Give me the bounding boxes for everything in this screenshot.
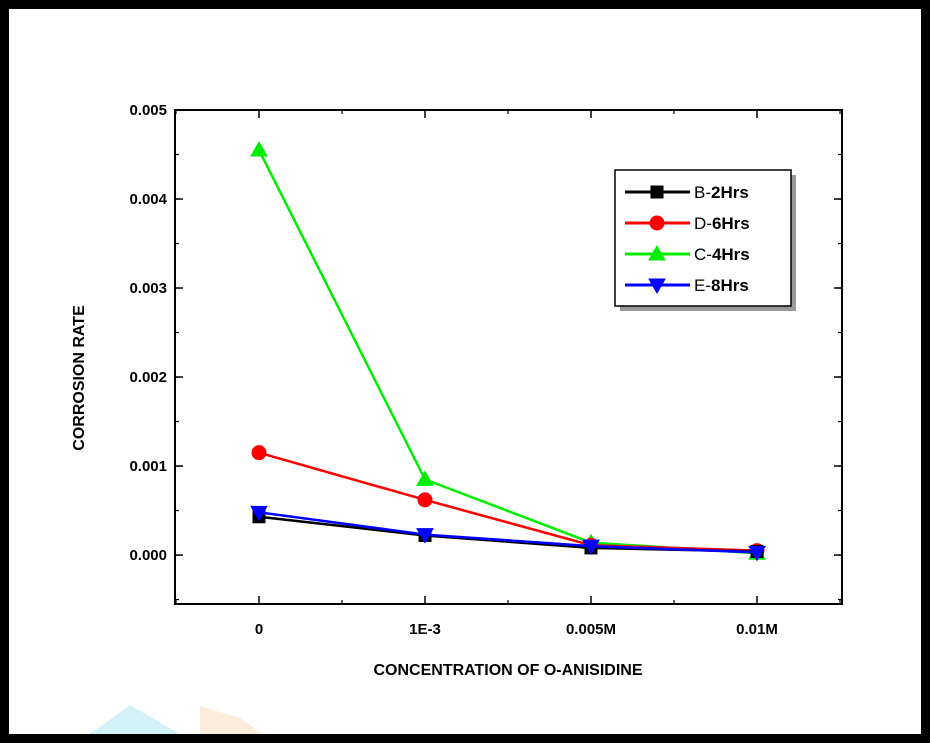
data-point xyxy=(250,141,268,157)
legend-item: D-6Hrs xyxy=(625,214,750,233)
y-tick-label: 0.000 xyxy=(129,547,167,564)
data-point xyxy=(748,545,766,562)
x-tick-label: 1E-3 xyxy=(409,621,441,638)
y-tick-label: 0.003 xyxy=(129,280,167,297)
legend-item: B-2Hrs xyxy=(625,183,749,202)
legend-marker xyxy=(648,244,666,261)
legend: B-2Hrs D-6Hrs C-4Hrs E-8Hrs xyxy=(614,169,796,311)
legend-label: B-2Hrs xyxy=(694,183,749,202)
watermark-shapes xyxy=(90,705,262,734)
x-axis-title: CONCENTRATION OF O-ANISIDINE xyxy=(373,662,642,679)
series-line xyxy=(258,511,758,554)
y-tick-label: 0.005 xyxy=(129,102,167,119)
y-axis-ticks: 0.000 0.001 0.002 0.003 0.004 0.005 xyxy=(129,102,842,601)
data-point xyxy=(582,539,600,556)
y-tick-label: 0.002 xyxy=(129,369,167,386)
legend-item: E-8Hrs xyxy=(625,276,749,295)
y-tick-label: 0.004 xyxy=(129,191,167,208)
legend-marker xyxy=(648,278,666,295)
data-point xyxy=(416,470,434,486)
y-tick-label: 0.001 xyxy=(129,458,167,475)
legend-marker xyxy=(649,215,665,231)
x-tick-label: 0 xyxy=(255,621,263,638)
y-axis-title: CORROSION RATE xyxy=(71,305,88,451)
legend-label: D-6Hrs xyxy=(694,214,750,233)
data-point xyxy=(251,445,267,461)
legend-label: E-8Hrs xyxy=(694,276,749,295)
series-8hrs xyxy=(250,505,766,562)
legend-label: C-4Hrs xyxy=(694,245,750,264)
x-tick-label: 0.005M xyxy=(566,621,616,638)
series-line xyxy=(258,451,758,552)
legend-marker xyxy=(650,185,664,199)
x-axis-ticks: 0 1E-3 0.005M 0.01M xyxy=(175,110,841,638)
series-layer xyxy=(250,141,766,562)
data-point xyxy=(250,505,268,522)
legend-item: C-4Hrs xyxy=(625,244,750,264)
data-point xyxy=(416,528,434,544)
data-point xyxy=(417,492,433,508)
x-tick-label: 0.01M xyxy=(736,621,778,638)
